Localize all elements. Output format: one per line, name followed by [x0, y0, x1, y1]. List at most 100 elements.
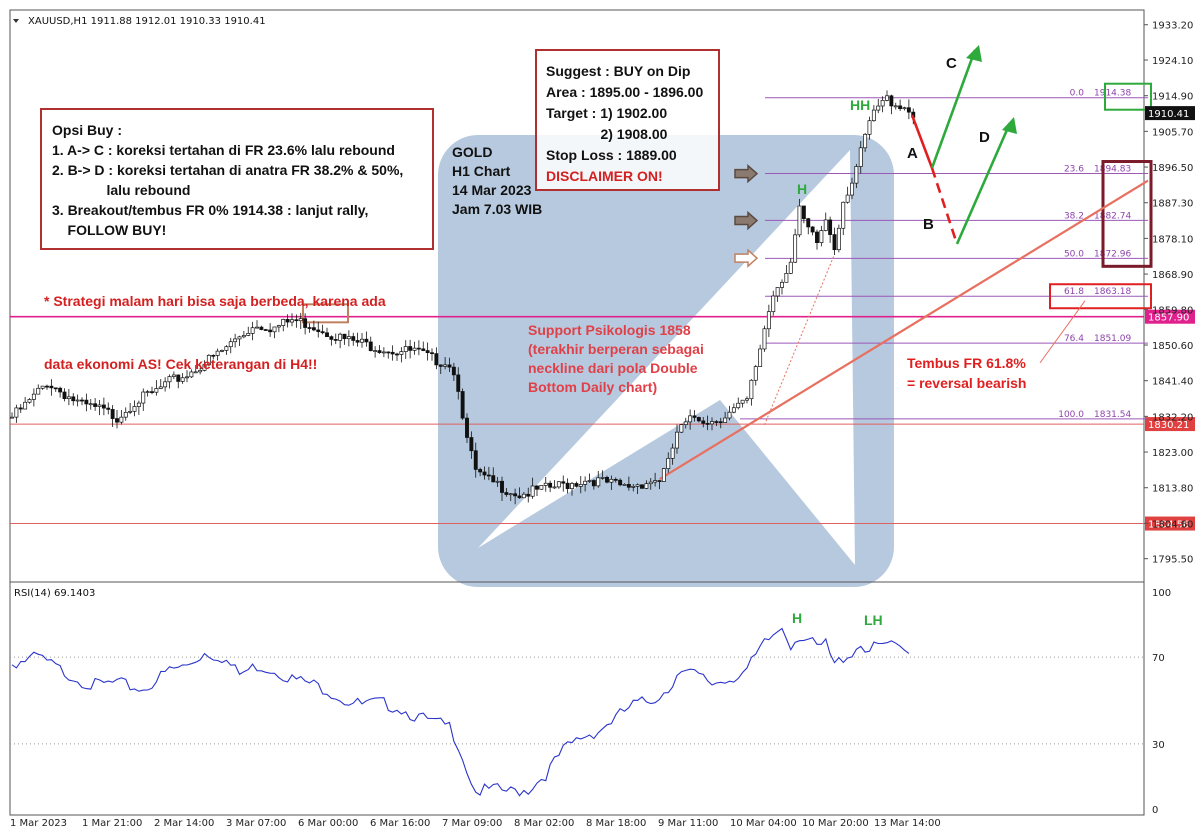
arrow-b-line — [930, 167, 959, 245]
candle-body — [250, 327, 255, 334]
candle-body — [491, 475, 496, 483]
level-price-tag — [1145, 309, 1195, 324]
candle-body — [373, 350, 378, 352]
arrow-c-line — [930, 49, 977, 169]
candle-body — [513, 493, 518, 497]
price-tick-label: 1832.20 — [1152, 412, 1193, 423]
candle-body — [31, 393, 36, 400]
candle-body — [692, 415, 697, 418]
candle-body — [661, 468, 666, 482]
candle-body — [657, 480, 662, 482]
candle-body — [329, 336, 334, 340]
candle-body — [876, 105, 881, 111]
disclaimer-text: DISCLAIMER ON! — [546, 168, 663, 184]
time-tick-label: 1 Mar 2023 — [10, 818, 67, 829]
candle-body — [316, 329, 321, 332]
candle-body — [766, 311, 771, 330]
candle-body — [731, 407, 736, 413]
price-tick-label: 1813.80 — [1152, 484, 1193, 495]
arrow-c-head — [966, 45, 982, 62]
candle-body — [605, 476, 609, 483]
candle-body — [171, 374, 176, 377]
candle-body — [714, 421, 719, 423]
candle-body — [215, 350, 220, 356]
candle-body — [762, 328, 767, 350]
time-tick-label: 13 Mar 14:00 — [874, 818, 941, 829]
candle-body — [53, 387, 58, 390]
fib-61-highlight — [1049, 283, 1152, 310]
candle-body — [438, 364, 443, 367]
candle-body — [224, 346, 229, 351]
candle-body — [640, 484, 644, 489]
candle-body — [688, 415, 693, 423]
rsi-line — [11, 627, 910, 797]
price-tick-label: 1850.60 — [1152, 341, 1193, 352]
candle-body — [679, 424, 684, 433]
candle-body — [18, 407, 23, 410]
candle-body — [771, 295, 776, 313]
candle-body — [613, 478, 618, 481]
candle-body — [465, 417, 469, 438]
candle-body — [58, 387, 63, 393]
suggest-line: Stop Loss : 1889.00 — [546, 147, 677, 163]
candle-body — [740, 399, 745, 404]
candle-body — [430, 352, 434, 355]
double-top-highlight — [302, 303, 349, 324]
chart-menu-icon[interactable] — [13, 19, 19, 23]
fib-ratio-label: 76.4 — [1064, 334, 1084, 344]
candle-body — [325, 332, 329, 337]
price-tick-label: 1905.70 — [1152, 127, 1193, 138]
candle-body — [850, 182, 854, 196]
fib-ratio-label: 61.8 — [1064, 287, 1084, 297]
candle-body — [80, 399, 84, 402]
candle-body — [495, 480, 500, 483]
time-tick-label: 8 Mar 02:00 — [514, 818, 574, 829]
candle-body — [745, 398, 749, 401]
candle-body — [408, 346, 413, 351]
candle-body — [828, 219, 833, 235]
fib-price-label: 1831.54 — [1094, 410, 1131, 420]
strategy-line: * Strategi malam hari bisa saja berbeda,… — [44, 293, 386, 309]
fib-price-label: 1872.96 — [1094, 249, 1131, 259]
candle-body — [386, 351, 391, 354]
time-tick-label: 6 Mar 16:00 — [370, 818, 430, 829]
candle-body — [705, 423, 710, 425]
candle-body — [718, 421, 723, 424]
candle-body — [399, 351, 404, 355]
fib-pointer-arrow-icon — [734, 210, 759, 231]
candle-body — [863, 133, 868, 149]
candle-body — [220, 350, 224, 352]
candle-body — [819, 230, 824, 243]
candle-body — [683, 421, 688, 425]
candle-body — [333, 339, 338, 341]
candle-body — [478, 469, 483, 473]
candle-body — [364, 338, 369, 343]
candle-body — [521, 493, 526, 499]
candle-body — [469, 437, 474, 452]
candle-body — [158, 386, 163, 389]
fib-pointer-arrow-icon — [734, 163, 759, 184]
candle-body — [801, 205, 806, 219]
candle-body — [10, 416, 14, 419]
candle-body — [473, 450, 478, 470]
candle-body — [206, 354, 211, 365]
candle-body — [797, 205, 802, 236]
fib-price-label: 1914.38 — [1094, 89, 1131, 99]
candle-body — [101, 404, 106, 409]
candle-body — [211, 354, 216, 357]
candle-body — [185, 376, 189, 379]
candle-body — [858, 147, 863, 167]
candle-body — [294, 319, 299, 322]
candle-body — [14, 407, 19, 418]
candle-body — [451, 366, 456, 376]
candle-body — [570, 483, 574, 489]
candle-body — [272, 326, 277, 333]
candle-body — [62, 391, 67, 400]
price-tick-label: 1804.60 — [1152, 519, 1193, 530]
candle-body — [443, 364, 448, 367]
candle-body — [71, 396, 76, 402]
candle-body — [136, 402, 141, 407]
watermark-logo — [438, 135, 894, 587]
fib-pointer-arrow-icon — [734, 248, 759, 268]
